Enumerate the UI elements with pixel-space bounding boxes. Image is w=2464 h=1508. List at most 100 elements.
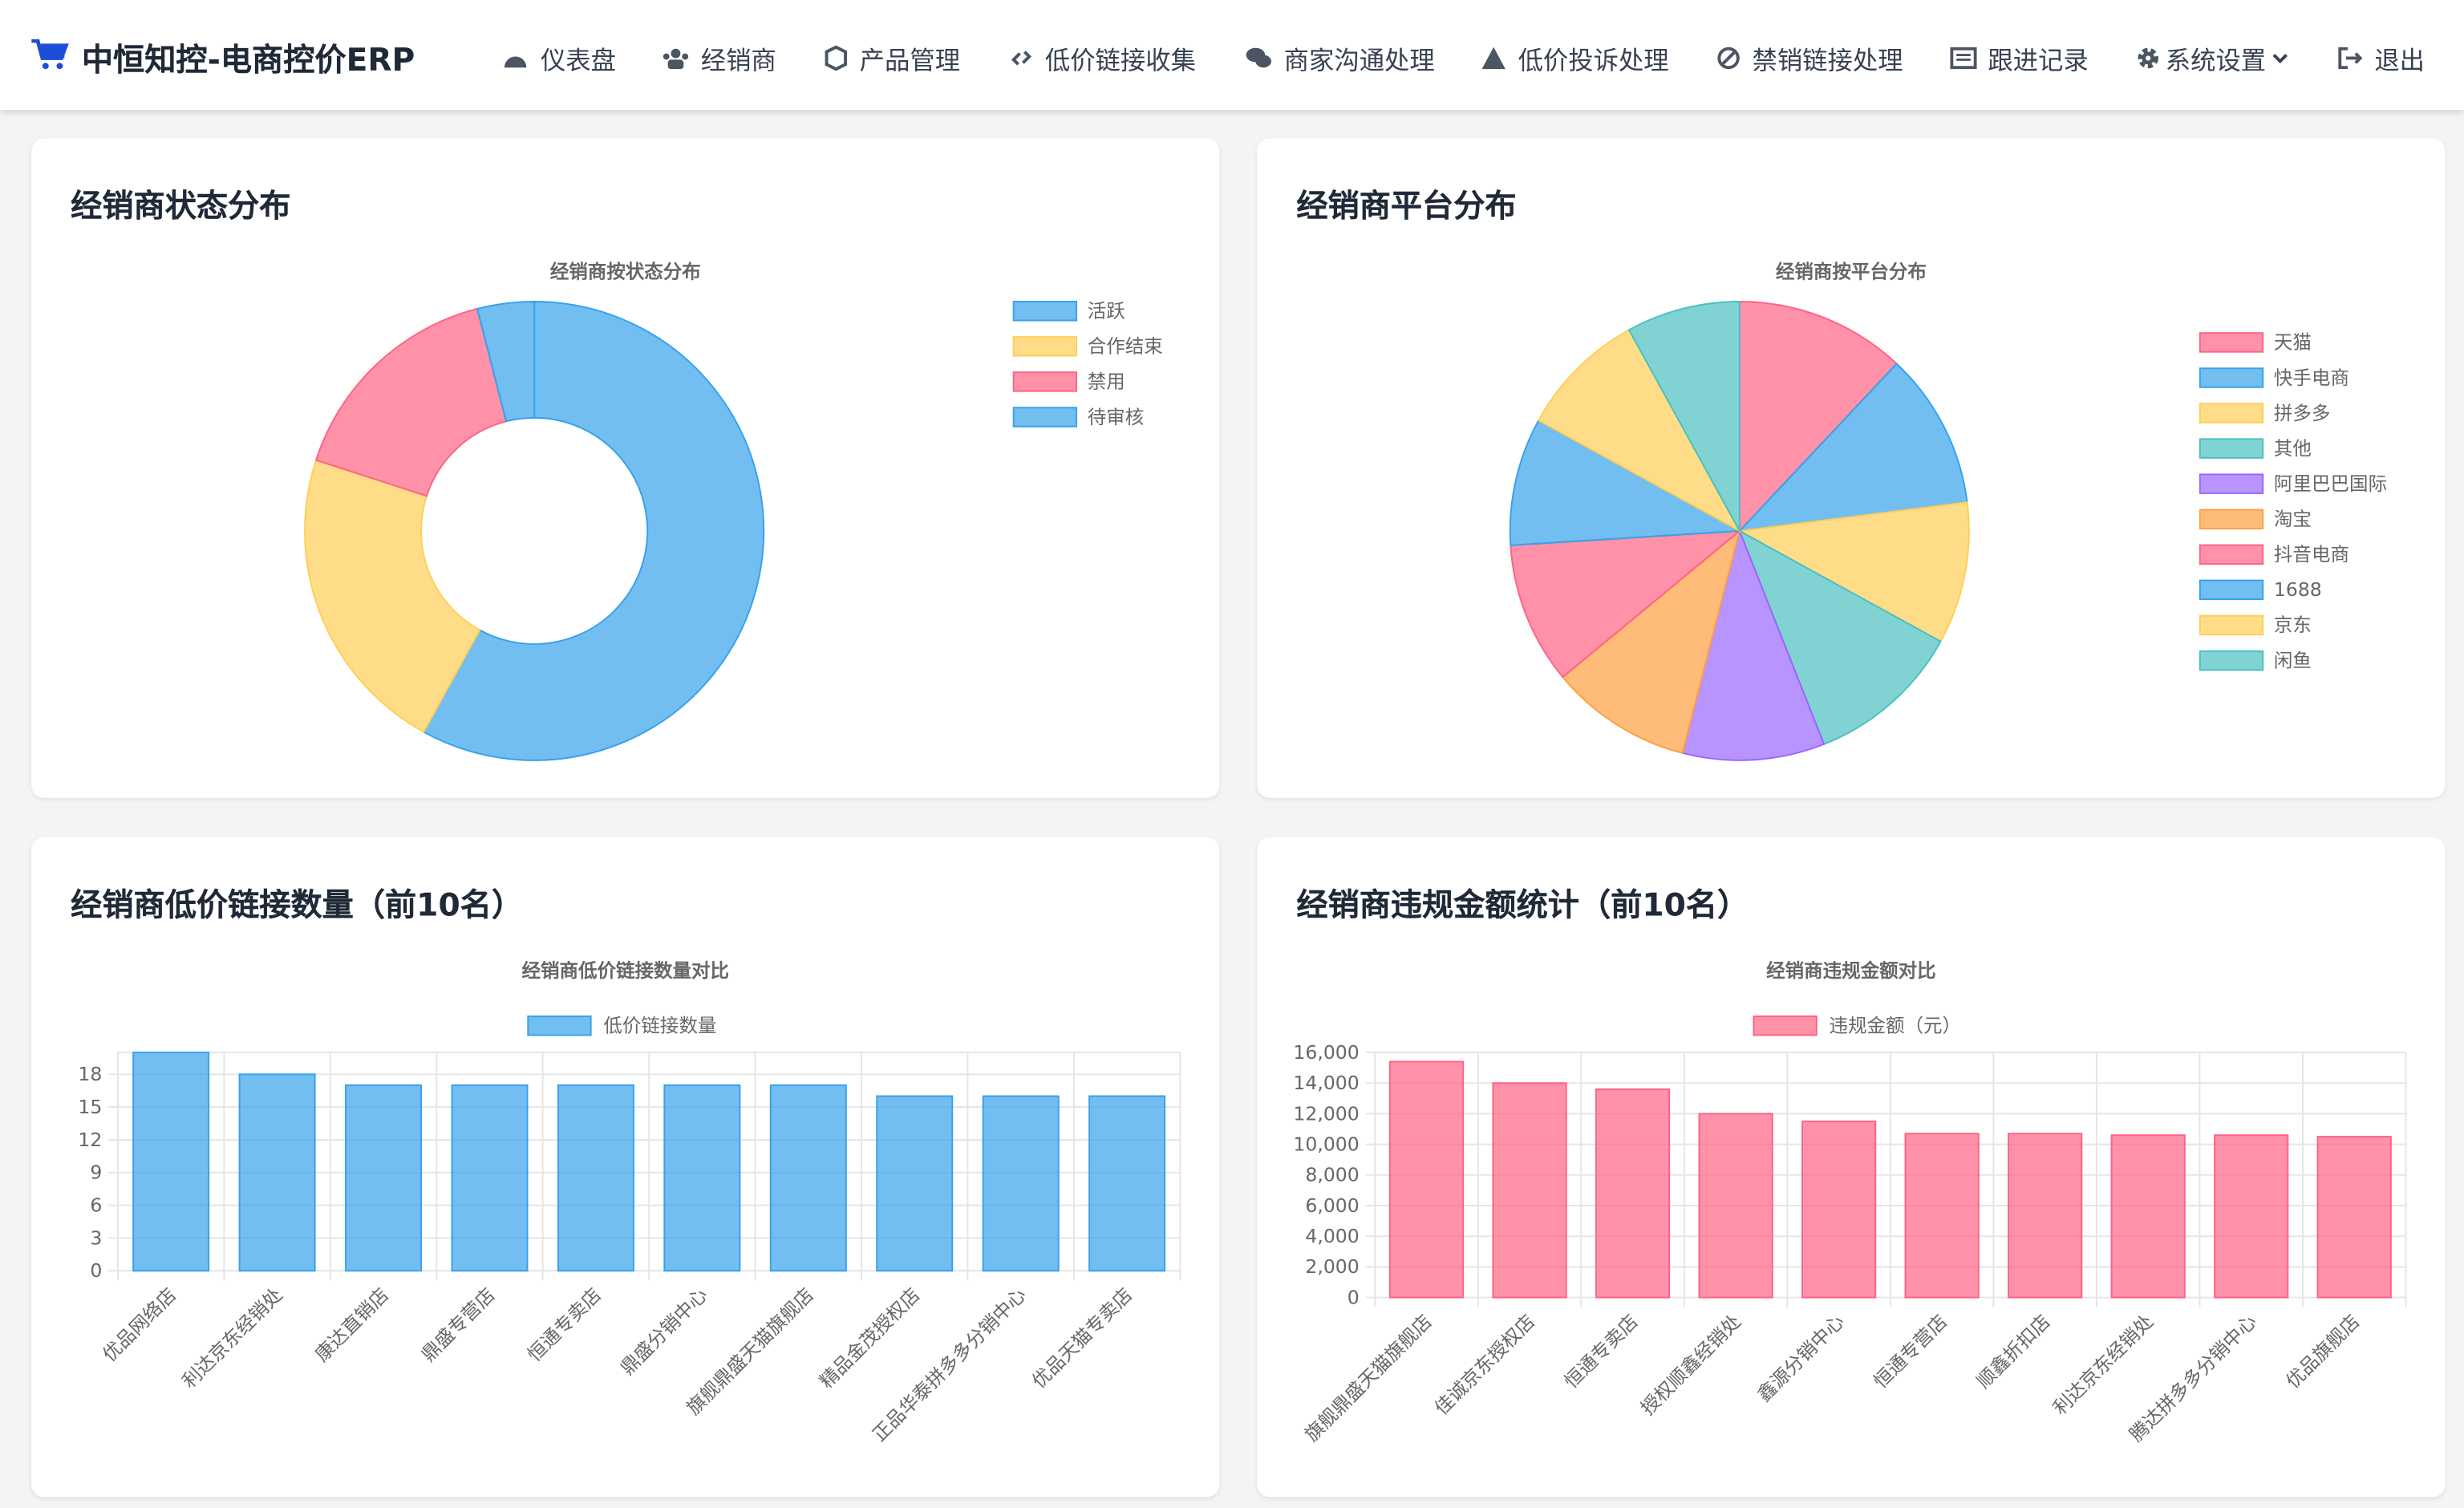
icon — [1950, 47, 1977, 70]
legend-swatch — [2199, 650, 2264, 671]
y-tick-label: 8,000 — [1305, 1164, 1359, 1186]
bar — [1492, 1082, 1567, 1299]
top-bar: 中恒知控-电商控价ERP 仪表盘 经销商 产品管理 低价链接收集 商家沟通处理 … — [0, 0, 2464, 111]
slice — [1737, 529, 1942, 746]
legend-label: 1688 — [2274, 578, 2322, 601]
y-tick-label: 0 — [90, 1259, 102, 1282]
legend-swatch — [1012, 407, 1078, 428]
legend-label: 待审核 — [1088, 406, 1145, 428]
card: 经销商低价链接数量（前10名） 经销商低价链接数量对比 0 3 6 9 12 15 18 优品网络… — [31, 837, 1220, 1498]
x-tick-label: 康达直销店 — [310, 1283, 393, 1366]
bar — [557, 1084, 634, 1272]
bar — [876, 1095, 954, 1272]
nav-item[interactable]: 低价投诉处理 — [1481, 39, 1669, 77]
y-tick-label: 16,000 — [1293, 1041, 1359, 1064]
legend-swatch — [2199, 544, 2264, 566]
slice — [1509, 419, 1743, 546]
bar — [132, 1052, 210, 1272]
nav-item[interactable]: 退出 — [2338, 39, 2425, 77]
legend-label: 禁用 — [1088, 371, 1125, 393]
y-tick-label: 10,000 — [1293, 1133, 1359, 1155]
nav-label: 系统设置 — [2165, 45, 2267, 75]
legend-swatch — [1012, 336, 1078, 357]
bar — [1595, 1088, 1671, 1299]
y-tick-label: 9 — [90, 1161, 102, 1184]
chevron — [2272, 54, 2288, 64]
nav-item[interactable]: 系统设置 — [2136, 39, 2290, 77]
legend-swatch — [2199, 509, 2264, 529]
y-tick-label: 6 — [90, 1194, 102, 1216]
bar — [2008, 1133, 2083, 1299]
bar — [2110, 1134, 2186, 1299]
chart-title: 经销商按状态分布 — [550, 261, 701, 283]
x-tick-label: 佳诚京东授权店 — [1430, 1310, 1539, 1419]
nav-label: 低价投诉处理 — [1518, 45, 1669, 75]
nav-item[interactable]: 经销商 — [662, 39, 776, 77]
x-tick-label: 精品金茂授权店 — [815, 1283, 924, 1392]
bar — [1088, 1095, 1166, 1272]
nav-item[interactable]: 低价链接收集 — [1009, 39, 1196, 77]
legend-label: 天猫 — [2274, 331, 2312, 354]
legend-swatch — [527, 1015, 592, 1036]
legend-swatch — [1012, 301, 1078, 322]
icon — [2338, 47, 2363, 70]
nav-item[interactable]: 产品管理 — [824, 39, 960, 77]
chart-title: 经销商按平台分布 — [1776, 261, 1927, 283]
nav-item[interactable]: 跟进记录 — [1950, 39, 2089, 77]
y-tick-label: 12 — [78, 1129, 102, 1151]
y-tick-label: 4,000 — [1305, 1225, 1359, 1247]
nav-item[interactable]: 商家沟通处理 — [1245, 39, 1435, 77]
legend-swatch — [1753, 1015, 1818, 1036]
brand: 中恒知控-电商控价ERP — [81, 40, 415, 79]
icon — [825, 45, 847, 71]
legend-swatch — [2199, 579, 2264, 601]
y-tick-label: 14,000 — [1293, 1072, 1359, 1094]
x-tick-label: 利达京东经销处 — [2049, 1310, 2158, 1419]
card: 经销商状态分布 经销商按状态分布 活跃 合作结束 禁用 待审核 — [31, 138, 1220, 798]
x-tick-label: 顺鑫折扣店 — [1972, 1310, 2055, 1392]
bar — [1904, 1133, 1980, 1299]
y-tick-label: 12,000 — [1293, 1102, 1359, 1125]
slice — [1562, 529, 1741, 755]
card-heading: 经销商状态分布 — [71, 187, 291, 225]
x-tick-label: 优品网络店 — [98, 1283, 180, 1366]
legend-label: 阿里巴巴国际 — [2274, 472, 2387, 495]
legend-swatch — [2199, 473, 2264, 494]
slice — [314, 307, 508, 497]
nav-item[interactable]: 禁销链接处理 — [1716, 39, 1903, 77]
x-tick-label: 恒通专营店 — [1869, 1310, 1951, 1392]
icon — [1717, 47, 1740, 70]
icon — [1011, 51, 1032, 66]
y-tick-label: 6,000 — [1305, 1194, 1359, 1217]
nav-label: 低价链接收集 — [1044, 45, 1196, 75]
icon — [504, 56, 527, 68]
x-tick-label: 恒通专卖店 — [523, 1283, 606, 1366]
nav-item[interactable]: 仪表盘 — [501, 39, 616, 77]
slice — [1737, 501, 1970, 643]
icon — [663, 48, 689, 70]
legend-swatch — [1012, 371, 1078, 392]
nav-label: 产品管理 — [859, 45, 961, 75]
bar — [1388, 1060, 1465, 1299]
nav-label: 禁销链接处理 — [1752, 45, 1903, 75]
x-tick-label: 鼎盛分销中心 — [616, 1283, 712, 1379]
cart-icon — [31, 39, 69, 70]
card: 经销商平台分布 经销商按平台分布 天猫 快手电商 拼多多 其他 阿里巴巴国际 淘宝 抖音电商 16… — [1257, 138, 2446, 798]
legend-label: 京东 — [2274, 614, 2312, 636]
legend-label: 闲鱼 — [2274, 649, 2312, 671]
legend-label: 淘宝 — [2274, 508, 2312, 530]
chart: 经销商违规金额对比 0 2,000 4,000 6,000 8,000 10,000 12,0… — [1293, 959, 2407, 1446]
nav-label: 商家沟通处理 — [1283, 45, 1435, 75]
nav-label: 跟进记录 — [1988, 45, 2089, 75]
legend-label: 快手电商 — [2274, 367, 2349, 389]
x-tick-label: 利达京东经销处 — [178, 1283, 287, 1392]
legend-label: 拼多多 — [2274, 402, 2331, 424]
nav-label: 经销商 — [700, 45, 776, 75]
slice — [422, 301, 765, 761]
legend-label: 合作结束 — [1088, 335, 1163, 358]
card-heading: 经销商低价链接数量（前10名） — [71, 886, 524, 924]
legend-swatch — [2199, 403, 2264, 424]
